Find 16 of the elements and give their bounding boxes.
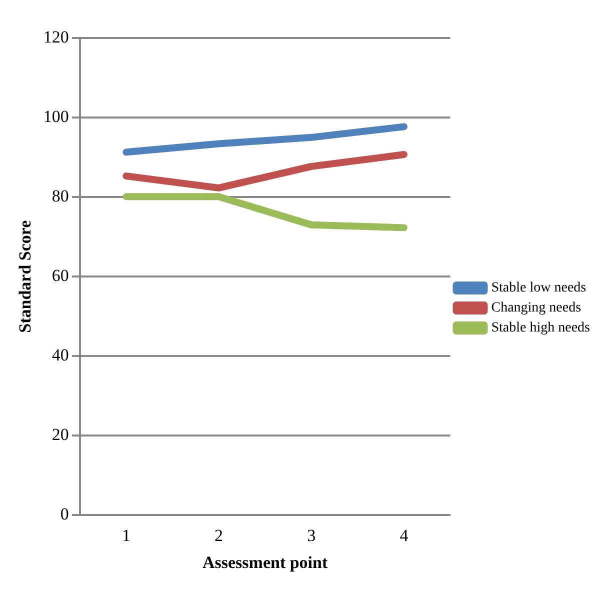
- legend-label: Stable high needs: [491, 320, 590, 336]
- y-tick-label: 20: [52, 425, 69, 444]
- y-axis-title: Standard Score: [16, 220, 35, 333]
- y-tick-label: 120: [43, 27, 69, 46]
- y-tick-label: 60: [52, 266, 69, 286]
- x-tick-label: 4: [400, 526, 409, 545]
- x-tick-label: 3: [307, 526, 316, 545]
- x-tick-label: 2: [214, 526, 224, 545]
- y-tick-label: 100: [43, 107, 69, 126]
- y-tick-label: 40: [52, 346, 69, 365]
- y-tick-label: 80: [52, 186, 69, 206]
- legend-label: Changing needs: [491, 300, 582, 316]
- x-tick-label: 1: [122, 526, 130, 545]
- y-tick-label: 0: [60, 504, 69, 524]
- x-axis-title: Assessment point: [202, 553, 328, 572]
- legend-label: Stable low needs: [491, 280, 586, 296]
